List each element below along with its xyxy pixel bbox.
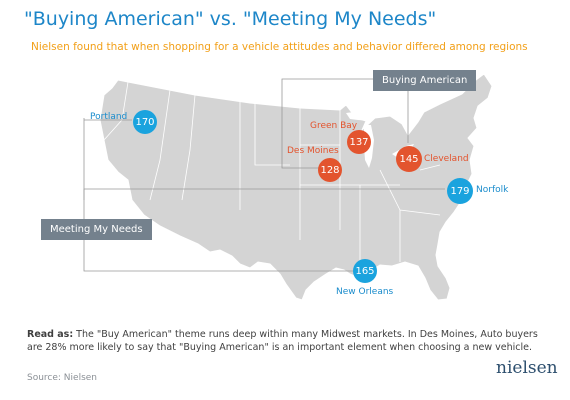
nielsen-logo: nielsen bbox=[496, 358, 558, 378]
index-bubble-green-bay: 137 bbox=[347, 130, 371, 154]
page-title: "Buying American" vs. "Meeting My Needs" bbox=[24, 8, 437, 30]
city-label-cleveland: Cleveland bbox=[424, 154, 469, 164]
read-as-label: Read as: bbox=[27, 329, 74, 340]
index-bubble-portland: 170 bbox=[133, 110, 157, 134]
us-map-outline bbox=[99, 73, 493, 301]
city-label-portland: Portland bbox=[90, 112, 128, 122]
state-boundaries bbox=[103, 81, 441, 265]
city-label-new-orleans: New Orleans bbox=[336, 287, 394, 297]
page-subtitle: Nielsen found that when shopping for a v… bbox=[31, 41, 528, 53]
index-bubble-des-moines: 128 bbox=[318, 158, 342, 182]
index-bubble-cleveland: 145 bbox=[396, 146, 422, 172]
source-note: Source: Nielsen bbox=[27, 373, 98, 383]
index-bubble-norfolk: 179 bbox=[447, 178, 473, 204]
index-bubble-new-orleans: 165 bbox=[353, 259, 377, 283]
read-as-text: The "Buy American" theme runs deep withi… bbox=[27, 329, 538, 353]
lake-superior bbox=[346, 111, 376, 121]
buying-american-callout: Buying American bbox=[373, 70, 477, 91]
city-label-green-bay: Green Bay bbox=[310, 121, 358, 131]
read-as-note: Read as: The "Buy American" theme runs d… bbox=[27, 328, 547, 354]
city-label-norfolk: Norfolk bbox=[476, 185, 509, 195]
meeting-needs-callout: Meeting My Needs bbox=[41, 219, 152, 240]
city-label-des-moines: Des Moines bbox=[287, 146, 339, 156]
